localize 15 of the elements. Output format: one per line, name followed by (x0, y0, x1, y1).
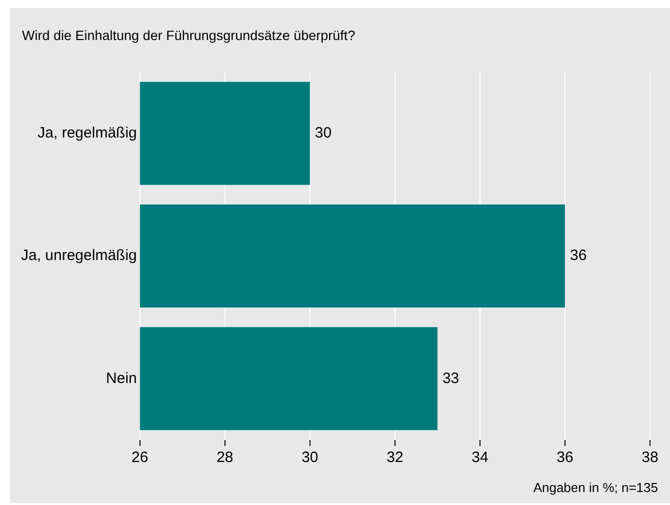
x-tick-label: 28 (216, 449, 234, 466)
x-tick-label: 34 (472, 449, 488, 466)
data-label: 36 (570, 247, 587, 264)
y-tick-label: Ja, regelmäßig (38, 124, 137, 142)
data-label: 30 (314, 124, 332, 142)
x-tick-label: 36 (556, 449, 574, 466)
chart-title: Wird die Einhaltung der Führungsgrundsätze überprüft? (22, 28, 356, 43)
text: Angaben in %; n=135 (533, 480, 658, 495)
x-tick-label: 32 (386, 449, 404, 466)
y-tick-label: Nein (106, 370, 137, 387)
x-tick-label: 26 (132, 449, 148, 466)
x-tick-label: 38 (642, 449, 658, 466)
x-tick-label: 30 (302, 449, 318, 466)
data-label: 33 (442, 370, 460, 387)
y-tick-label: Ja, unregelmäßig (20, 247, 137, 264)
